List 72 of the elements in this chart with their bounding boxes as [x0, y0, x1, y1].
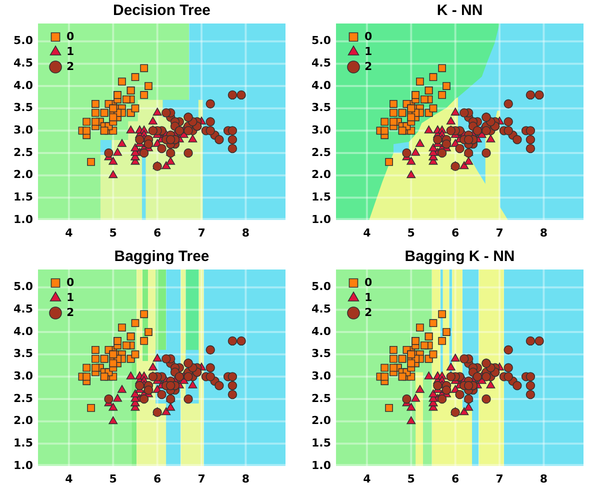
y-tick-label: 1.5: [312, 436, 331, 450]
y-tick-label: 2.0: [14, 168, 34, 182]
y-tick-label: 2.0: [14, 414, 34, 428]
x-tick-label: 6: [154, 472, 162, 486]
legend-label: 1: [66, 290, 74, 304]
y-tick-label: 3.5: [14, 347, 33, 360]
y-tick-label: 5.0: [14, 34, 34, 48]
legend-label: 0: [364, 30, 372, 43]
legend-label: 0: [364, 276, 372, 289]
legend-label: 2: [364, 60, 372, 73]
y-tick-label: 2.0: [312, 168, 332, 182]
y-tick-label: 4.0: [312, 78, 332, 92]
y-tick-label: 4.5: [312, 56, 331, 70]
y-tick-label: 3.5: [312, 101, 331, 114]
y-tick-label: 4.0: [14, 324, 34, 338]
y-tick-label: 5.0: [14, 280, 34, 294]
y-tick-label: 1.5: [312, 190, 331, 204]
x-tick-label: 8: [540, 226, 548, 240]
x-tick-label: 8: [242, 226, 250, 240]
x-tick-label: 6: [452, 472, 460, 486]
x-tick-label: 7: [198, 472, 206, 486]
x-tick-label: 4: [363, 226, 372, 240]
y-tick-label: 2.5: [312, 392, 331, 405]
y-tick-label: 4.0: [312, 324, 332, 338]
legend-label: 2: [364, 306, 372, 319]
y-tick-label: 3.5: [14, 101, 33, 114]
x-tick-label: 8: [242, 472, 250, 486]
x-tick-label: 4: [65, 226, 74, 240]
y-tick-label: 3.0: [312, 370, 332, 383]
y-tick-label: 3.5: [312, 347, 331, 360]
y-tick-label: 1.5: [14, 436, 33, 450]
x-tick-label: 6: [154, 226, 162, 240]
y-tick-label: 4.5: [14, 302, 33, 316]
chart-title: Bagging K - NN: [404, 248, 515, 266]
y-tick-label: 5.0: [312, 34, 332, 48]
legend-label: 1: [364, 290, 372, 304]
y-tick-label: 1.0: [312, 458, 332, 472]
x-tick-label: 8: [540, 472, 548, 486]
y-tick-label: 1.0: [14, 212, 34, 226]
y-tick-label: 1.5: [14, 190, 33, 204]
y-tick-label: 5.0: [312, 280, 332, 294]
x-tick-label: 7: [198, 226, 206, 240]
y-tick-label: 2.5: [14, 392, 33, 405]
y-tick-label: 4.0: [14, 78, 34, 92]
legend-label: 0: [66, 30, 74, 43]
y-tick-label: 2.5: [312, 146, 331, 159]
y-tick-label: 3.0: [312, 124, 332, 137]
x-tick-label: 5: [109, 226, 117, 240]
chart-title: Bagging Tree: [114, 248, 210, 266]
legend-label: 1: [66, 44, 74, 58]
y-tick-label: 1.0: [312, 212, 332, 226]
y-tick-label: 2.0: [312, 414, 332, 428]
x-tick-label: 5: [407, 226, 415, 240]
y-tick-label: 1.0: [14, 458, 34, 472]
y-tick-label: 3.0: [14, 370, 34, 383]
x-tick-label: 4: [363, 472, 372, 486]
legend-label: 2: [66, 306, 74, 319]
chart-title: Decision Tree: [112, 2, 211, 20]
y-tick-label: 2.5: [14, 146, 33, 159]
y-tick-label: 4.5: [14, 56, 33, 70]
x-tick-label: 7: [496, 226, 504, 240]
chart-title: K - NN: [436, 2, 483, 20]
x-tick-label: 7: [496, 472, 504, 486]
legend-label: 0: [66, 276, 74, 289]
legend-label: 2: [66, 60, 74, 73]
x-tick-label: 5: [109, 472, 117, 486]
y-tick-label: 4.5: [312, 302, 331, 316]
x-tick-label: 5: [407, 472, 415, 486]
legend-label: 1: [364, 44, 372, 58]
x-tick-label: 4: [65, 472, 74, 486]
y-tick-label: 3.0: [14, 124, 34, 137]
x-tick-label: 6: [452, 226, 460, 240]
